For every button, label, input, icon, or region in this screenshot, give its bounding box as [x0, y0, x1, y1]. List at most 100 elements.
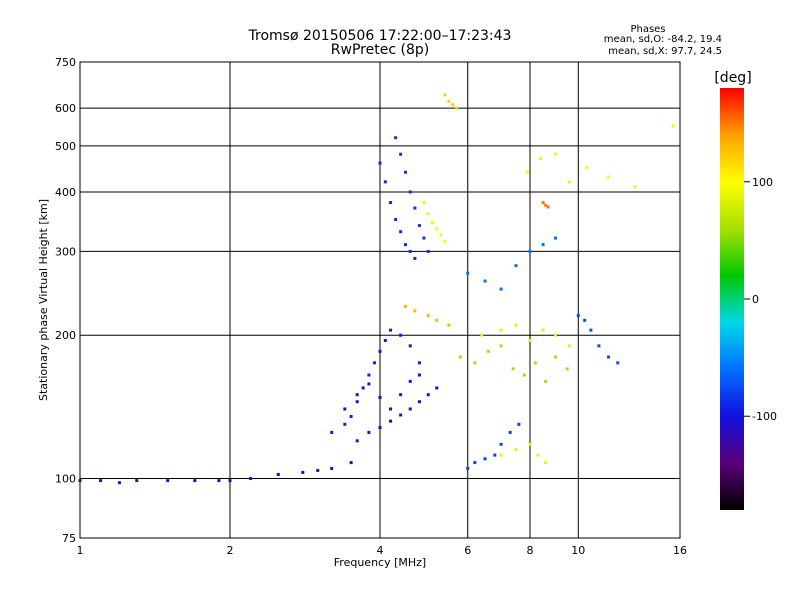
- data-point: [78, 479, 82, 483]
- chart-subtitle: RwPretec (8p): [331, 42, 429, 58]
- data-point: [383, 338, 387, 342]
- data-point: [422, 201, 426, 205]
- data-point: [511, 367, 515, 371]
- data-point: [466, 466, 470, 470]
- data-point: [525, 170, 529, 174]
- data-point: [389, 407, 393, 411]
- data-point: [349, 414, 353, 418]
- data-point: [536, 453, 540, 457]
- data-point: [355, 393, 359, 397]
- data-point: [528, 338, 532, 342]
- data-point: [567, 344, 571, 348]
- data-point: [403, 243, 407, 247]
- data-point: [473, 461, 477, 465]
- data-point: [135, 479, 139, 483]
- data-point: [408, 249, 412, 253]
- x-tick-label: 16: [673, 544, 687, 557]
- data-point: [417, 361, 421, 365]
- data-point: [399, 333, 403, 337]
- data-point: [553, 236, 557, 240]
- data-point: [607, 175, 611, 179]
- data-point: [417, 224, 421, 228]
- x-tick-label: 1: [77, 544, 84, 557]
- data-point: [499, 442, 503, 446]
- data-point: [389, 328, 393, 332]
- data-point: [585, 166, 589, 170]
- data-point: [166, 479, 170, 483]
- data-point: [439, 233, 443, 237]
- data-point: [399, 152, 403, 156]
- data-point: [249, 477, 253, 481]
- data-point: [576, 314, 580, 318]
- data-point: [426, 314, 430, 318]
- data-point: [435, 227, 439, 231]
- y-tick-label: 200: [55, 329, 76, 342]
- data-point: [541, 243, 545, 247]
- data-point: [426, 249, 430, 253]
- data-point: [541, 201, 545, 205]
- y-tick-label: 100: [55, 473, 76, 486]
- data-point: [389, 201, 393, 205]
- data-point: [399, 230, 403, 234]
- x-axis-label: Frequency [MHz]: [334, 556, 426, 569]
- data-point: [480, 333, 484, 337]
- data-point: [355, 439, 359, 443]
- data-point: [589, 328, 593, 332]
- data-point: [523, 373, 527, 377]
- data-point: [499, 287, 503, 291]
- data-point: [616, 361, 620, 365]
- data-point: [301, 470, 305, 474]
- phase-stats-heading: Phases: [630, 24, 665, 35]
- data-point: [544, 379, 548, 383]
- data-point: [483, 457, 487, 461]
- data-point: [443, 93, 447, 97]
- data-point: [228, 479, 232, 483]
- data-point: [567, 180, 571, 184]
- data-point: [447, 99, 451, 103]
- data-point: [330, 430, 334, 434]
- data-point: [413, 256, 417, 260]
- data-point: [193, 479, 197, 483]
- data-point: [508, 430, 512, 434]
- data-point: [583, 318, 587, 322]
- data-point: [276, 472, 280, 476]
- data-point: [528, 442, 532, 446]
- data-point: [343, 422, 347, 426]
- data-point: [394, 136, 398, 140]
- data-point: [633, 185, 637, 189]
- data-points: [78, 93, 675, 485]
- data-point: [399, 413, 403, 417]
- data-point: [541, 328, 545, 332]
- data-point: [367, 373, 371, 377]
- data-point: [403, 170, 407, 174]
- y-tick-label: 500: [55, 140, 76, 153]
- colorbar-label: [deg]: [714, 70, 751, 86]
- y-tick-label: 750: [55, 56, 76, 69]
- data-point: [607, 355, 611, 359]
- x-tick-label: 4: [377, 544, 384, 557]
- data-point: [394, 218, 398, 222]
- colorbar-ticks: 100 0 -100: [744, 176, 777, 423]
- data-point: [553, 152, 557, 156]
- data-point: [483, 279, 487, 283]
- colorbar-tick-label: 0: [752, 293, 759, 306]
- data-point: [316, 468, 320, 472]
- x-tick-label: 6: [464, 544, 471, 557]
- data-point: [447, 323, 451, 327]
- data-point: [431, 221, 435, 225]
- data-point: [443, 239, 447, 243]
- data-point: [528, 249, 532, 253]
- grid-lines: [79, 62, 681, 538]
- data-point: [671, 124, 675, 128]
- data-point: [514, 448, 518, 452]
- data-point: [435, 318, 439, 322]
- data-point: [408, 344, 412, 348]
- data-point: [117, 481, 121, 485]
- data-point: [597, 344, 601, 348]
- data-point: [546, 205, 550, 209]
- data-point: [514, 323, 518, 327]
- data-point: [426, 393, 430, 397]
- data-point: [355, 400, 359, 404]
- data-point: [435, 386, 439, 390]
- data-point: [533, 361, 537, 365]
